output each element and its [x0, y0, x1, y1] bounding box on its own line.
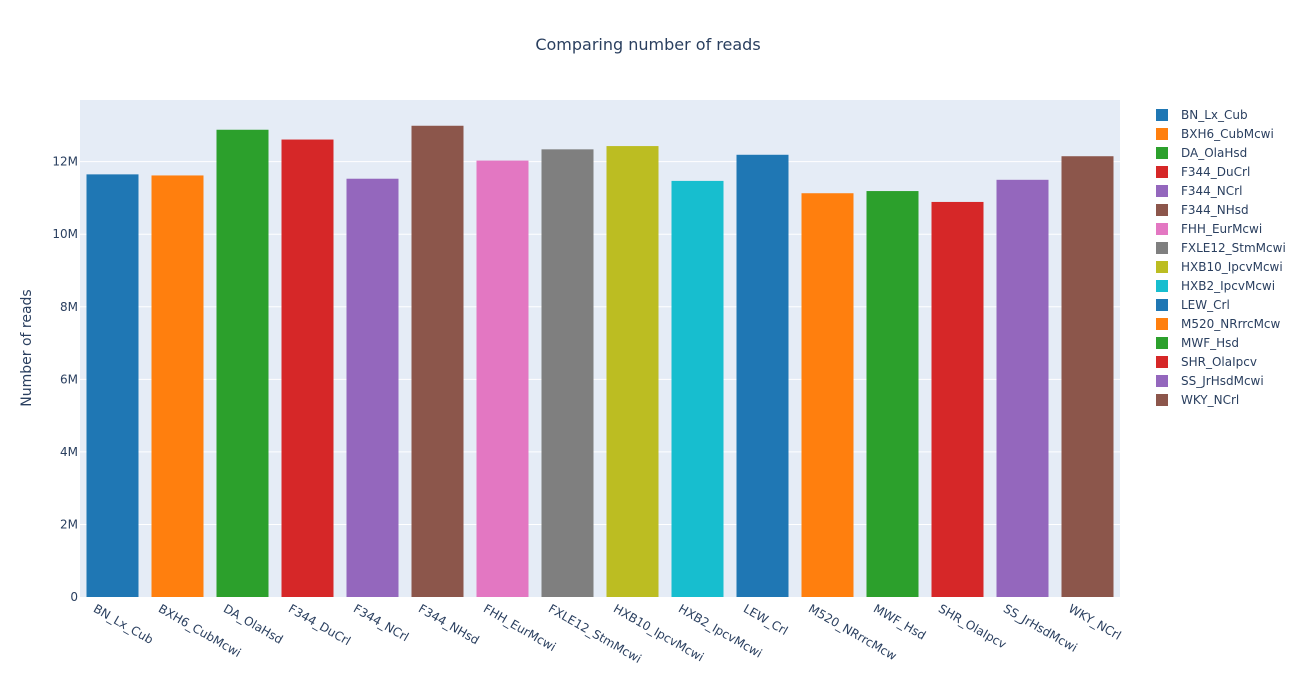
legend-item[interactable]: LEW_Crl	[1156, 298, 1230, 312]
legend-swatch	[1156, 394, 1168, 406]
x-tick-label: F344_DuCrl	[286, 601, 353, 648]
legend-item[interactable]: SHR_OlaIpcv	[1156, 355, 1257, 369]
x-tick-label: WKY_NCrl	[1066, 601, 1123, 642]
legend-item[interactable]: F344_NHsd	[1156, 203, 1249, 217]
bar-hxb2-ipcvmcwi[interactable]	[671, 180, 724, 597]
legend-label: M520_NRrrcMcw	[1181, 317, 1281, 331]
bar-shr-olaipcv[interactable]	[931, 201, 984, 597]
legend[interactable]: BN_Lx_Cub BXH6_CubMcwi DA_OlaHsd F344_DuCrl…	[1156, 108, 1286, 407]
legend-swatch	[1156, 242, 1168, 254]
legend-swatch	[1156, 223, 1168, 235]
legend-swatch	[1156, 147, 1168, 159]
legend-item[interactable]: F344_DuCrl	[1156, 165, 1250, 179]
legend-item[interactable]: BXH6_CubMcwi	[1156, 127, 1274, 141]
bar-fhh-eurmcwi[interactable]	[476, 160, 529, 598]
legend-swatch	[1156, 318, 1168, 330]
legend-item[interactable]: HXB2_IpcvMcwi	[1156, 279, 1275, 293]
legend-item[interactable]: WKY_NCrl	[1156, 393, 1239, 407]
legend-label: BN_Lx_Cub	[1181, 108, 1248, 122]
bar-wky-ncrl[interactable]	[1061, 156, 1114, 597]
y-tick-label: 0	[70, 590, 78, 604]
legend-item[interactable]: M520_NRrrcMcw	[1156, 317, 1281, 331]
legend-label: F344_DuCrl	[1181, 165, 1250, 179]
y-tick-label: 8M	[60, 300, 78, 314]
legend-label: WKY_NCrl	[1181, 393, 1239, 407]
legend-label: SHR_OlaIpcv	[1181, 355, 1257, 369]
legend-swatch	[1156, 128, 1168, 140]
y-axis-ticks: 0 2M 4M 6M 8M 10M 12M	[52, 155, 78, 604]
bar-f344-ncrl[interactable]	[346, 178, 399, 597]
bar-bn-lx-cub[interactable]	[86, 174, 139, 598]
legend-item[interactable]: FXLE12_StmMcwi	[1156, 241, 1286, 255]
legend-swatch	[1156, 261, 1168, 273]
bar-fxle12-stmmcwi[interactable]	[541, 149, 594, 597]
legend-item[interactable]: SS_JrHsdMcwi	[1156, 374, 1264, 388]
x-tick-label: MWF_Hsd	[871, 601, 928, 642]
bar-mwf-hsd[interactable]	[866, 191, 919, 597]
y-tick-label: 10M	[52, 227, 78, 241]
legend-label: FHH_EurMcwi	[1181, 222, 1262, 236]
chart-title: Comparing number of reads	[535, 35, 760, 54]
legend-swatch	[1156, 375, 1168, 387]
legend-item[interactable]: DA_OlaHsd	[1156, 146, 1247, 160]
legend-item[interactable]: F344_NCrl	[1156, 184, 1242, 198]
x-tick-label: LEW_Crl	[741, 601, 790, 638]
legend-swatch	[1156, 185, 1168, 197]
x-tick-label: F344_NHsd	[416, 601, 482, 647]
legend-item[interactable]: MWF_Hsd	[1156, 336, 1239, 350]
legend-swatch	[1156, 166, 1168, 178]
legend-label: SS_JrHsdMcwi	[1181, 374, 1264, 388]
legend-label: FXLE12_StmMcwi	[1181, 241, 1286, 255]
bar-ss-jrhsdmcwi[interactable]	[996, 179, 1049, 597]
legend-swatch	[1156, 337, 1168, 349]
bar-bxh6-cubmcwi[interactable]	[151, 175, 204, 597]
legend-item[interactable]: BN_Lx_Cub	[1156, 108, 1248, 122]
legend-label: MWF_Hsd	[1181, 336, 1239, 350]
legend-swatch	[1156, 109, 1168, 121]
x-tick-label: FHH_EurMcwi	[481, 601, 558, 654]
y-axis-title: Number of reads	[19, 289, 35, 406]
legend-item[interactable]: HXB10_IpcvMcwi	[1156, 260, 1283, 274]
y-tick-label: 2M	[60, 517, 78, 531]
legend-label: DA_OlaHsd	[1181, 146, 1247, 160]
bar-f344-ducrl[interactable]	[281, 139, 334, 597]
legend-swatch	[1156, 280, 1168, 292]
bar-da-olahsd[interactable]	[216, 129, 269, 598]
bars	[86, 125, 1114, 598]
legend-label: F344_NCrl	[1181, 184, 1242, 198]
y-tick-label: 6M	[60, 372, 78, 386]
legend-label: HXB2_IpcvMcwi	[1181, 279, 1275, 293]
legend-swatch	[1156, 204, 1168, 216]
bar-hxb10-ipcvmcwi[interactable]	[606, 146, 659, 597]
y-tick-label: 12M	[52, 155, 78, 169]
x-tick-label: BN_Lx_Cub	[91, 601, 156, 646]
bar-lew-crl[interactable]	[736, 154, 789, 597]
bar-m520-nrrrcmcw[interactable]	[801, 193, 854, 597]
x-tick-label: F344_NCrl	[351, 601, 411, 644]
bar-f344-nhsd[interactable]	[411, 125, 464, 598]
legend-label: BXH6_CubMcwi	[1181, 127, 1274, 141]
x-tick-label: SHR_OlaIpcv	[936, 601, 1009, 651]
legend-item[interactable]: FHH_EurMcwi	[1156, 222, 1262, 236]
legend-label: LEW_Crl	[1181, 298, 1230, 312]
legend-label: F344_NHsd	[1181, 203, 1249, 217]
y-tick-label: 4M	[60, 445, 78, 459]
legend-swatch	[1156, 356, 1168, 368]
legend-swatch	[1156, 299, 1168, 311]
legend-label: HXB10_IpcvMcwi	[1181, 260, 1283, 274]
